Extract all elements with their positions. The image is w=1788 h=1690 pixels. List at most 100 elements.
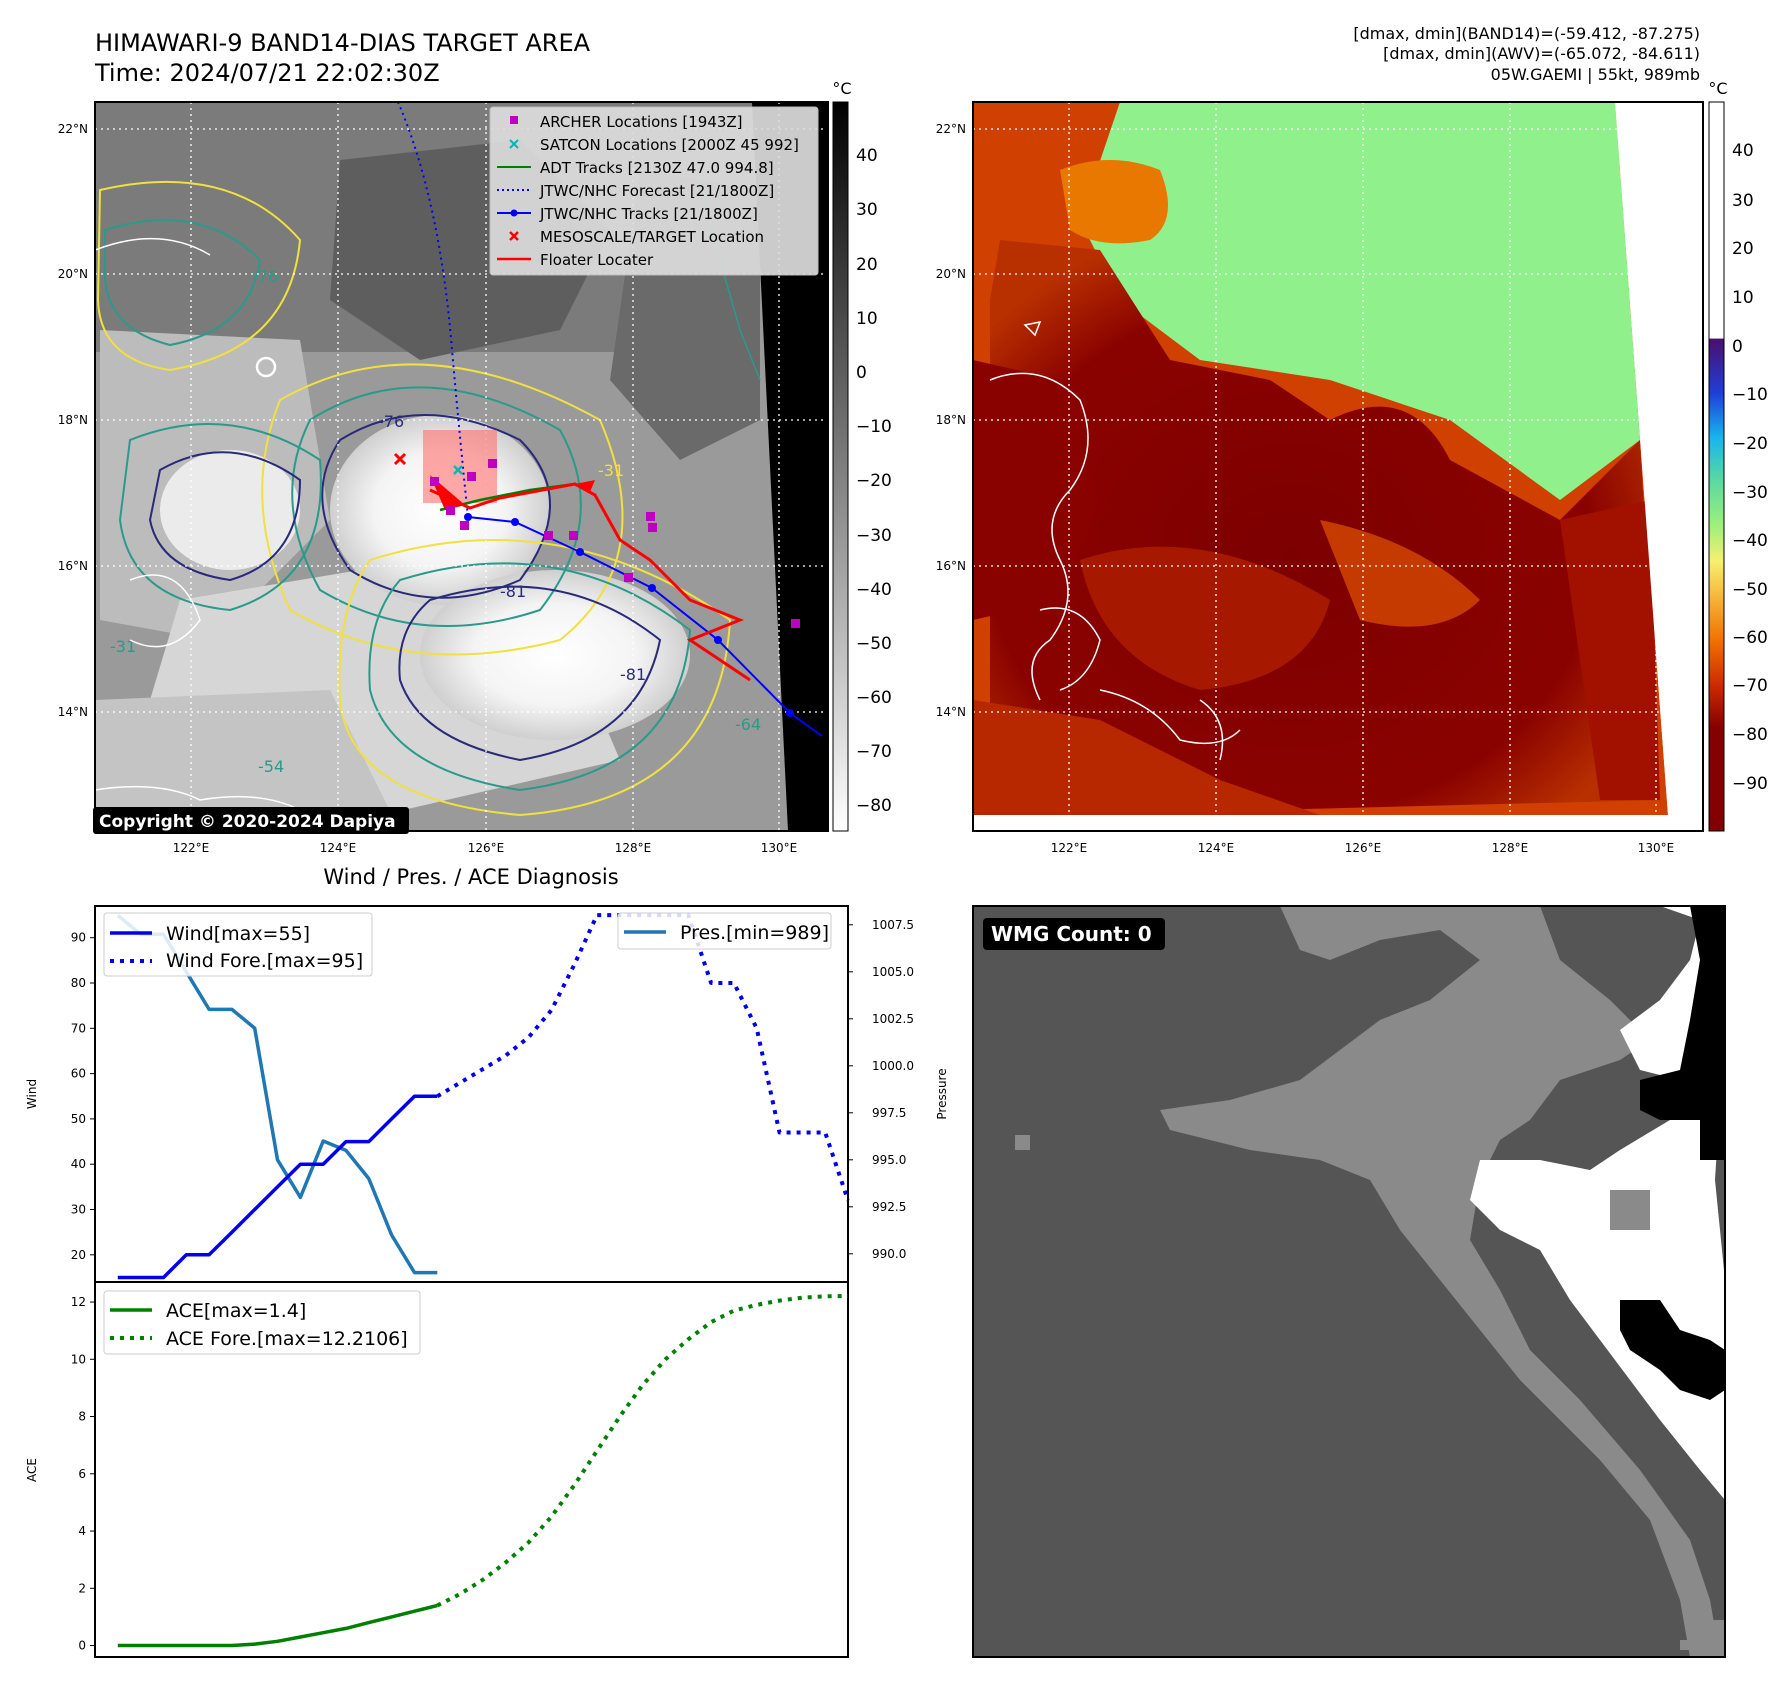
wind-tick-label: 50 <box>71 1112 86 1126</box>
ir-cbar-tick: −70 <box>856 742 892 762</box>
info-awv: [dmax, dmin](AWV)=(-65.072, -84.611) <box>1383 44 1700 63</box>
contour-label: -81 <box>500 582 526 601</box>
figure-title: HIMAWARI-9 BAND14-DIAS TARGET AREA <box>95 29 591 57</box>
awv-cbar-tick: −10 <box>1732 385 1768 405</box>
pressure-legend: Pres.[min=989] <box>617 912 832 950</box>
pressure-tick-label: 1005.0 <box>872 965 914 979</box>
awv-cbar-tick: −20 <box>1732 434 1768 454</box>
lon-label: 124°E <box>1198 841 1235 855</box>
legend-wind: Wind[max=55] <box>166 923 310 945</box>
pressure-ylabel: Pressure <box>935 1068 949 1119</box>
wind-tick-label: 20 <box>71 1248 86 1262</box>
awv-lat-labels: 22°N 20°N 18°N 16°N 14°N <box>936 122 966 719</box>
ace-forecast-line <box>436 1294 849 1608</box>
awv-cbar-tick: −40 <box>1732 531 1768 551</box>
awv-cbar-tick: −80 <box>1732 725 1768 745</box>
map-legend: ARCHER Locations [1943Z] SATCON Location… <box>489 106 819 276</box>
copyright-text: Copyright © 2020-2024 Dapiya <box>99 812 396 832</box>
legend-ace: ACE[max=1.4] <box>166 1300 306 1322</box>
legend-target-swatch <box>509 231 519 241</box>
awv-cbar-tick: −60 <box>1732 628 1768 648</box>
diagnosis-title: Wind / Pres. / ACE Diagnosis <box>323 865 618 889</box>
contour-label: -81 <box>620 665 646 684</box>
ir-colorbar-ticks: 40 30 20 10 0 −10 −20 −30 −40 −50 −60 −7… <box>856 146 892 816</box>
floater-track <box>429 482 751 682</box>
contour-label: -54 <box>258 757 284 776</box>
ace-tick-label: 12 <box>71 1295 86 1309</box>
ace-line <box>117 1603 438 1648</box>
ir-cbar-tick: 40 <box>856 146 878 166</box>
awv-cbar-tick: −30 <box>1732 483 1768 503</box>
wind-tick-label: 90 <box>71 931 86 945</box>
ir-lon-labels: 122°E 124°E 126°E 128°E 130°E <box>173 841 798 855</box>
legend-satcon-swatch <box>509 139 519 149</box>
awv-lon-labels: 122°E 124°E 126°E 128°E 130°E <box>1051 841 1675 855</box>
wmg-count-label: WMG Count: 0 <box>991 922 1152 946</box>
ace-tick-label: 2 <box>78 1581 86 1595</box>
pressure-axis-ticks: 990.0 992.5 995.0 997.5 1000.0 1002.5 1005.0 10… <box>848 918 914 1261</box>
pressure-tick-label: 992.5 <box>872 1200 906 1214</box>
wmg-frame <box>972 905 1726 1658</box>
awv-colorbar-ticks: 40 30 20 10 0 −10 −20 −30 −40 −50 −60 −7… <box>1732 141 1768 794</box>
awv-colorbar-unit: °C <box>1708 79 1727 98</box>
ace-tick-label: 4 <box>78 1524 86 1538</box>
ir-cbar-tick: −20 <box>856 471 892 491</box>
legend-satcon: SATCON Locations [2000Z 45 992] <box>540 136 799 154</box>
awv-cbar-tick: −90 <box>1732 774 1768 794</box>
wind-axis-ticks: 20 30 40 50 60 70 80 90 <box>71 931 95 1262</box>
awv-cbar-tick: −70 <box>1732 676 1768 696</box>
awv-cbar-tick: 30 <box>1732 191 1754 211</box>
contour-label: -76 <box>378 412 404 431</box>
lat-label: 14°N <box>58 705 88 719</box>
ir-cbar-tick: 0 <box>856 363 867 383</box>
figure-time: Time: 2024/07/21 22:02:30Z <box>94 59 440 87</box>
legend-archer: ARCHER Locations [1943Z] <box>540 113 743 131</box>
ace-tick-label: 10 <box>71 1352 86 1366</box>
ace-tick-label: 0 <box>78 1639 86 1653</box>
lon-label: 122°E <box>1051 841 1088 855</box>
legend-jtwc-tracks: JTWC/NHC Tracks [21/1800Z] <box>539 205 758 223</box>
copyright-badge <box>93 807 409 834</box>
info-storm: 05W.GAEMI | 55kt, 989mb <box>1491 65 1700 84</box>
ir-cbar-tick: −50 <box>856 634 892 654</box>
lat-label: 22°N <box>936 122 966 136</box>
wmg-panel <box>973 906 1725 1657</box>
wind-forecast-line <box>436 913 850 1202</box>
legend-jtwc-forecast: JTWC/NHC Forecast [21/1800Z] <box>539 182 774 200</box>
wind-tick-label: 60 <box>71 1067 86 1081</box>
ace-ylabel: ACE <box>25 1458 39 1482</box>
ir-cbar-tick: −40 <box>856 580 892 600</box>
ir-colorbar-unit: °C <box>832 79 851 98</box>
lon-label: 128°E <box>615 841 652 855</box>
ace-tick-label: 6 <box>78 1467 86 1481</box>
contour-label: -31 <box>110 637 136 656</box>
lat-label: 18°N <box>58 413 88 427</box>
pressure-tick-label: 1000.0 <box>872 1059 914 1073</box>
lat-label: 14°N <box>936 705 966 719</box>
ace-axis-ticks: 0 2 4 6 8 10 12 <box>71 1295 95 1653</box>
lon-label: 126°E <box>1345 841 1382 855</box>
awv-cbar-tick: 0 <box>1732 337 1743 357</box>
ir-cbar-tick: −80 <box>856 796 892 816</box>
lat-label: 22°N <box>58 122 88 136</box>
lat-label: 18°N <box>936 413 966 427</box>
ace-series <box>117 1294 849 1648</box>
contour-label: -64 <box>735 715 761 734</box>
wind-tick-label: 30 <box>71 1203 86 1217</box>
jtwc-forecast-track <box>397 102 469 518</box>
pressure-tick-label: 1002.5 <box>872 1012 914 1026</box>
lon-label: 126°E <box>468 841 505 855</box>
ir-map-frame <box>94 101 829 832</box>
wind-ylabel: Wind <box>25 1079 39 1109</box>
ir-colorbar: °C 40 30 20 10 0 −10 −20 −30 −40 −50 −60… <box>832 79 892 832</box>
lon-label: 128°E <box>1492 841 1529 855</box>
ir-cbar-tick: 10 <box>856 309 878 329</box>
lat-label: 16°N <box>936 559 966 573</box>
wind-line <box>117 1094 438 1280</box>
jtwc-track-points <box>464 513 794 717</box>
ir-cbar-tick: 20 <box>856 255 878 275</box>
legend-wind-fore: Wind Fore.[max=95] <box>166 950 363 972</box>
ir-cbar-tick: 30 <box>856 200 878 220</box>
legend-archer-swatch <box>510 116 518 124</box>
awv-cbar-tick: 20 <box>1732 239 1754 259</box>
